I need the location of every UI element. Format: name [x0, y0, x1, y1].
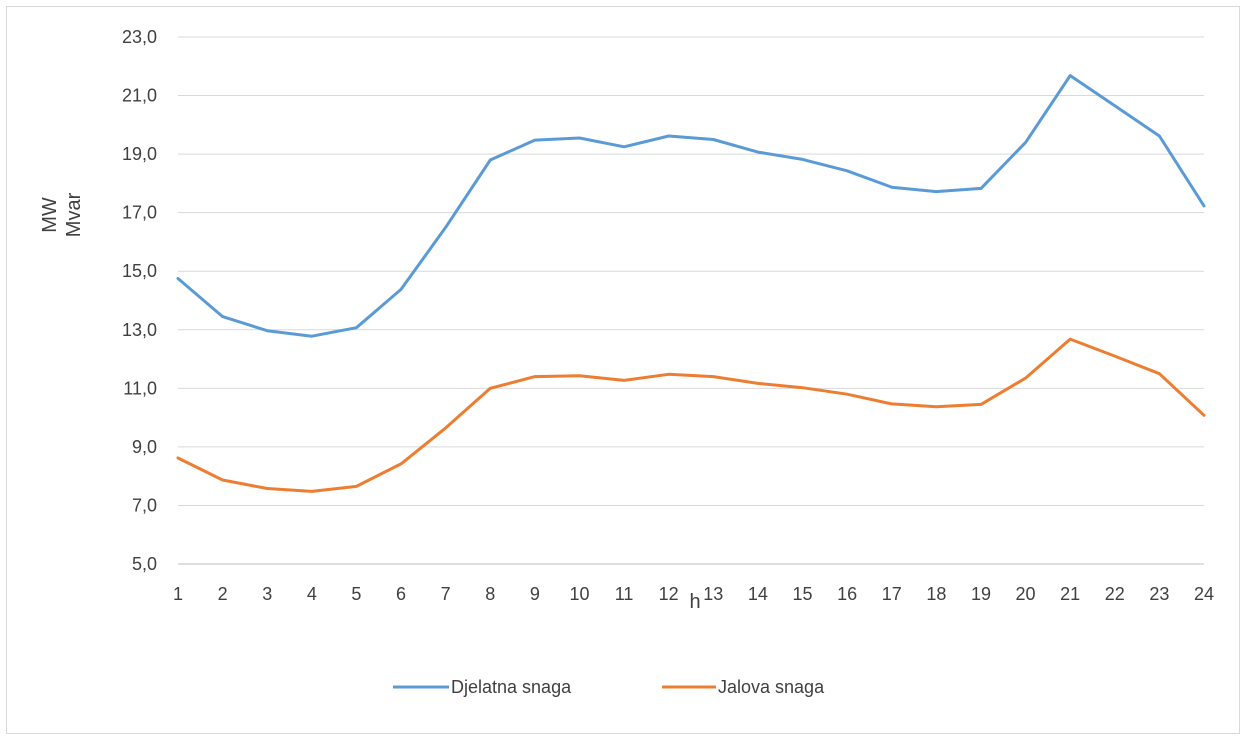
x-tick-label: 9: [530, 584, 540, 604]
x-tick-label: 11: [615, 584, 634, 604]
gridlines: [178, 36, 1204, 565]
x-axis-title: h: [689, 591, 700, 613]
x-tick-label: 14: [748, 584, 768, 604]
x-tick-label: 6: [396, 584, 406, 604]
x-tick-label: 17: [882, 584, 902, 604]
y-axis-tick-labels: 5,0 7,0 9,0 11,0 13,0 15,0 17,0 19,0 21,0 23,0: [122, 27, 157, 574]
series-line-1: [176, 74, 1206, 338]
x-tick-label: 24: [1194, 584, 1214, 604]
y-axis-title-line-1: MW: [39, 197, 61, 233]
x-tick-label: 23: [1149, 584, 1169, 604]
x-tick-label: 8: [485, 584, 495, 604]
y-axis-title: MW Mvar: [39, 192, 85, 237]
y-tick-label: 19,0: [122, 144, 157, 164]
x-tick-label: 20: [1016, 584, 1036, 604]
x-tick-label: 10: [569, 584, 589, 604]
x-axis-tick-labels: 1 2 3 4 5 6 7 8 9 10 11 12 13 14 15 16 17 18 19 20 21 22 23 24: [173, 584, 1214, 604]
series-line-2: [176, 337, 1206, 493]
legend: Djelatna snaga Jalova snaga: [393, 677, 825, 697]
y-tick-label: 15,0: [122, 261, 157, 281]
x-tick-label: 1: [173, 584, 183, 604]
series-lines: [176, 74, 1206, 493]
y-tick-label: 21,0: [122, 86, 157, 106]
x-tick-label: 7: [441, 584, 451, 604]
x-tick-label: 19: [971, 584, 991, 604]
x-tick-label: 18: [926, 584, 946, 604]
legend-label-2: Jalova snaga: [718, 677, 825, 697]
y-tick-label: 11,0: [123, 378, 157, 398]
x-tick-label: 4: [307, 584, 317, 604]
x-tick-label: 2: [218, 584, 228, 604]
x-tick-label: 3: [262, 584, 272, 604]
y-tick-label: 9,0: [132, 437, 157, 457]
y-tick-label: 7,0: [132, 495, 157, 515]
x-tick-label: 13: [703, 584, 723, 604]
y-tick-label: 13,0: [122, 320, 157, 340]
x-tick-label: 21: [1060, 584, 1080, 604]
x-tick-label: 5: [351, 584, 361, 604]
y-axis-title-line-2: Mvar: [63, 192, 85, 237]
y-tick-label: 17,0: [122, 203, 157, 223]
legend-label-1: Djelatna snaga: [451, 677, 572, 697]
x-tick-label: 16: [837, 584, 857, 604]
y-tick-label: 5,0: [132, 554, 157, 574]
x-tick-label: 22: [1105, 584, 1125, 604]
y-tick-label: 23,0: [122, 27, 157, 47]
x-tick-label: 15: [793, 584, 813, 604]
x-tick-label: 12: [659, 584, 679, 604]
